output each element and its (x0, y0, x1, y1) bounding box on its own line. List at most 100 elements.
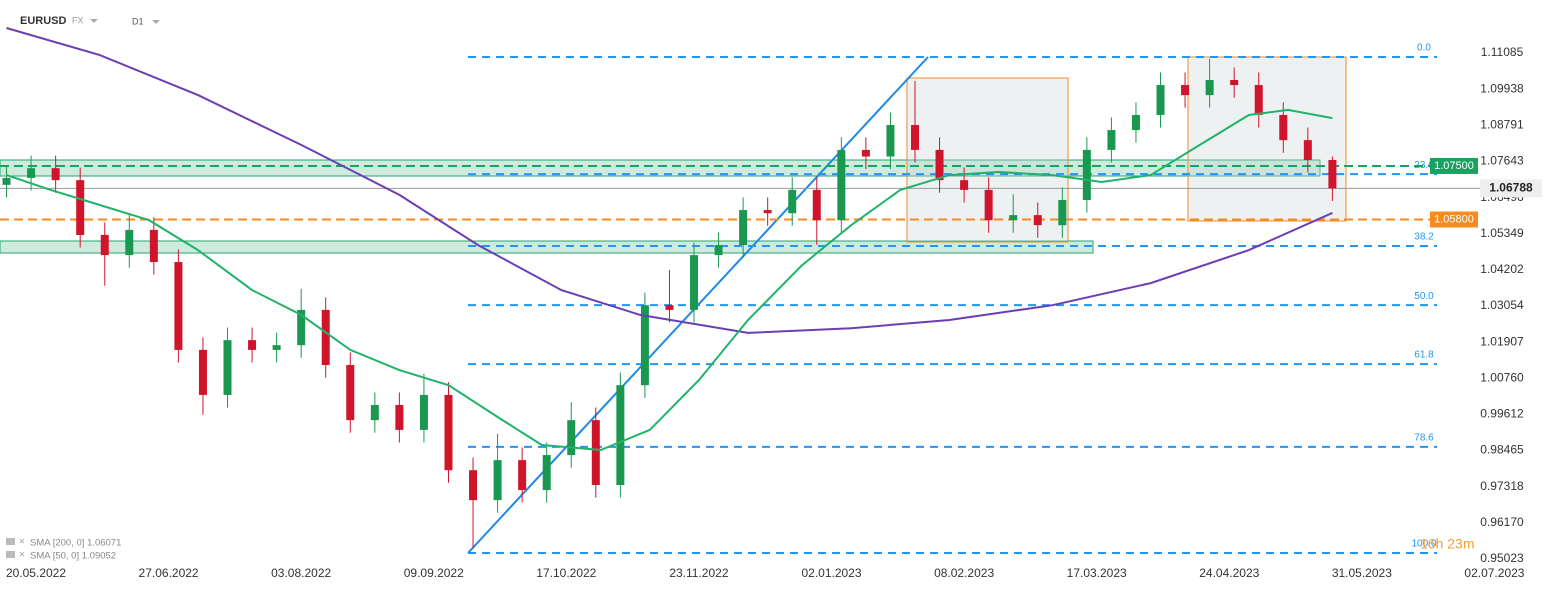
candle-body (198, 349, 207, 395)
candle-body (1230, 79, 1239, 86)
support-zone (0, 240, 1094, 254)
candle-body (1033, 215, 1042, 226)
candle-body (297, 309, 306, 346)
x-tick-label: 20.05.2022 (6, 566, 66, 580)
interval: D1 (132, 16, 144, 26)
y-tick-label: 0.97318 (1480, 479, 1524, 493)
candle-body (591, 420, 600, 486)
candle-body (714, 245, 723, 256)
y-tick-label: 1.07643 (1480, 154, 1524, 168)
candle-body (788, 189, 797, 214)
dropdown-caret[interactable] (152, 20, 160, 24)
candle-body (76, 180, 85, 235)
legend-icon[interactable] (6, 538, 15, 545)
candle-body (665, 305, 674, 310)
y-tick-label: 0.96170 (1480, 515, 1524, 529)
candle-body (1009, 215, 1018, 221)
range-box (1187, 56, 1347, 222)
candle-body (1156, 85, 1165, 115)
y-tick-label: 0.95023 (1480, 551, 1524, 565)
candle-body (2, 177, 11, 185)
price-label-box (1430, 157, 1478, 174)
price-label: 1.07500 (1434, 160, 1474, 172)
candle-body (861, 149, 870, 157)
candle-body (910, 125, 919, 150)
candle-body (690, 255, 699, 310)
candle-body (1303, 140, 1312, 160)
plot: 1.110851.099381.087911.076431.064961.053… (0, 27, 1525, 580)
candle-body (812, 189, 821, 221)
candle-body (100, 234, 109, 256)
candle-body (616, 385, 625, 486)
candle-body (1181, 85, 1190, 96)
y-tick-label: 0.99612 (1480, 407, 1524, 421)
price-label: 1.05800 (1434, 213, 1474, 225)
x-tick-label: 17.03.2023 (1067, 566, 1127, 580)
candle-body (960, 180, 969, 190)
candle-body (542, 455, 551, 491)
y-tick-label: 0.98465 (1480, 443, 1524, 457)
y-tick-label: 1.03054 (1480, 298, 1524, 312)
candle-body (1254, 85, 1263, 115)
last-price-label: 1.06788 (1489, 181, 1533, 195)
fib-label: 38.2 (1414, 232, 1434, 243)
fib-label: 50.0 (1414, 291, 1434, 302)
y-tick-label: 1.05349 (1480, 226, 1524, 240)
fib-label: 78.6 (1414, 433, 1434, 444)
candle-body (935, 149, 944, 181)
x-tick-label: 24.04.2023 (1199, 566, 1259, 580)
candle-body (174, 262, 183, 350)
dropdown-caret[interactable] (90, 19, 98, 23)
candle-body (370, 405, 379, 421)
candle-body (469, 470, 478, 501)
y-tick-label: 1.08791 (1480, 117, 1524, 131)
candle-body (223, 340, 232, 395)
x-tick-label: 03.08.2022 (271, 566, 331, 580)
candle-body (763, 210, 772, 214)
candle-body (27, 168, 36, 178)
price-label-box (1430, 211, 1478, 228)
candle-body (444, 394, 453, 471)
sma-line (6, 27, 1333, 334)
candle-body (739, 210, 748, 246)
legend-close[interactable]: × (19, 550, 25, 561)
symbol: EURUSD (20, 15, 67, 27)
x-tick-label: 02.07.2023 (1464, 566, 1524, 580)
candle-body (125, 229, 134, 256)
candle-body (51, 168, 60, 181)
legend-entry: SMA [50, 0] 1.09052 (30, 551, 116, 562)
candle-body (1058, 199, 1067, 226)
sma-line (6, 108, 1333, 452)
candle-body (321, 309, 330, 366)
candle-body (149, 229, 158, 263)
candle-body (395, 405, 404, 430)
fib-label: 23.6 (1414, 160, 1434, 171)
candle-body (984, 189, 993, 221)
fib-label: 61.8 (1414, 350, 1434, 361)
candle-body (419, 394, 428, 430)
candle-timer: 16h 23m (1420, 536, 1474, 552)
x-tick-label: 23.11.2022 (669, 566, 728, 580)
candle-body (518, 460, 527, 491)
candle-body (272, 345, 281, 350)
x-tick-label: 08.02.2023 (934, 566, 994, 580)
candle-body (1205, 79, 1214, 96)
y-tick-label: 1.04202 (1480, 262, 1524, 276)
y-tick-label: 1.00760 (1480, 370, 1524, 384)
candle-body (346, 365, 355, 421)
legend-icon[interactable] (6, 551, 15, 558)
last-price-box (1480, 179, 1542, 198)
candle-body (248, 340, 257, 350)
fib-label: 0.0 (1417, 43, 1431, 54)
y-tick-label: 1.01907 (1480, 334, 1524, 348)
x-tick-label: 09.09.2022 (404, 566, 464, 580)
x-tick-label: 27.06.2022 (139, 566, 199, 580)
candle-body (1131, 114, 1140, 131)
legend-close[interactable]: × (19, 537, 25, 548)
candle-body (1328, 159, 1337, 189)
candle-body (837, 149, 846, 221)
candle-body (886, 125, 895, 157)
legend-entry: SMA [200, 0] 1.06071 (30, 538, 121, 549)
